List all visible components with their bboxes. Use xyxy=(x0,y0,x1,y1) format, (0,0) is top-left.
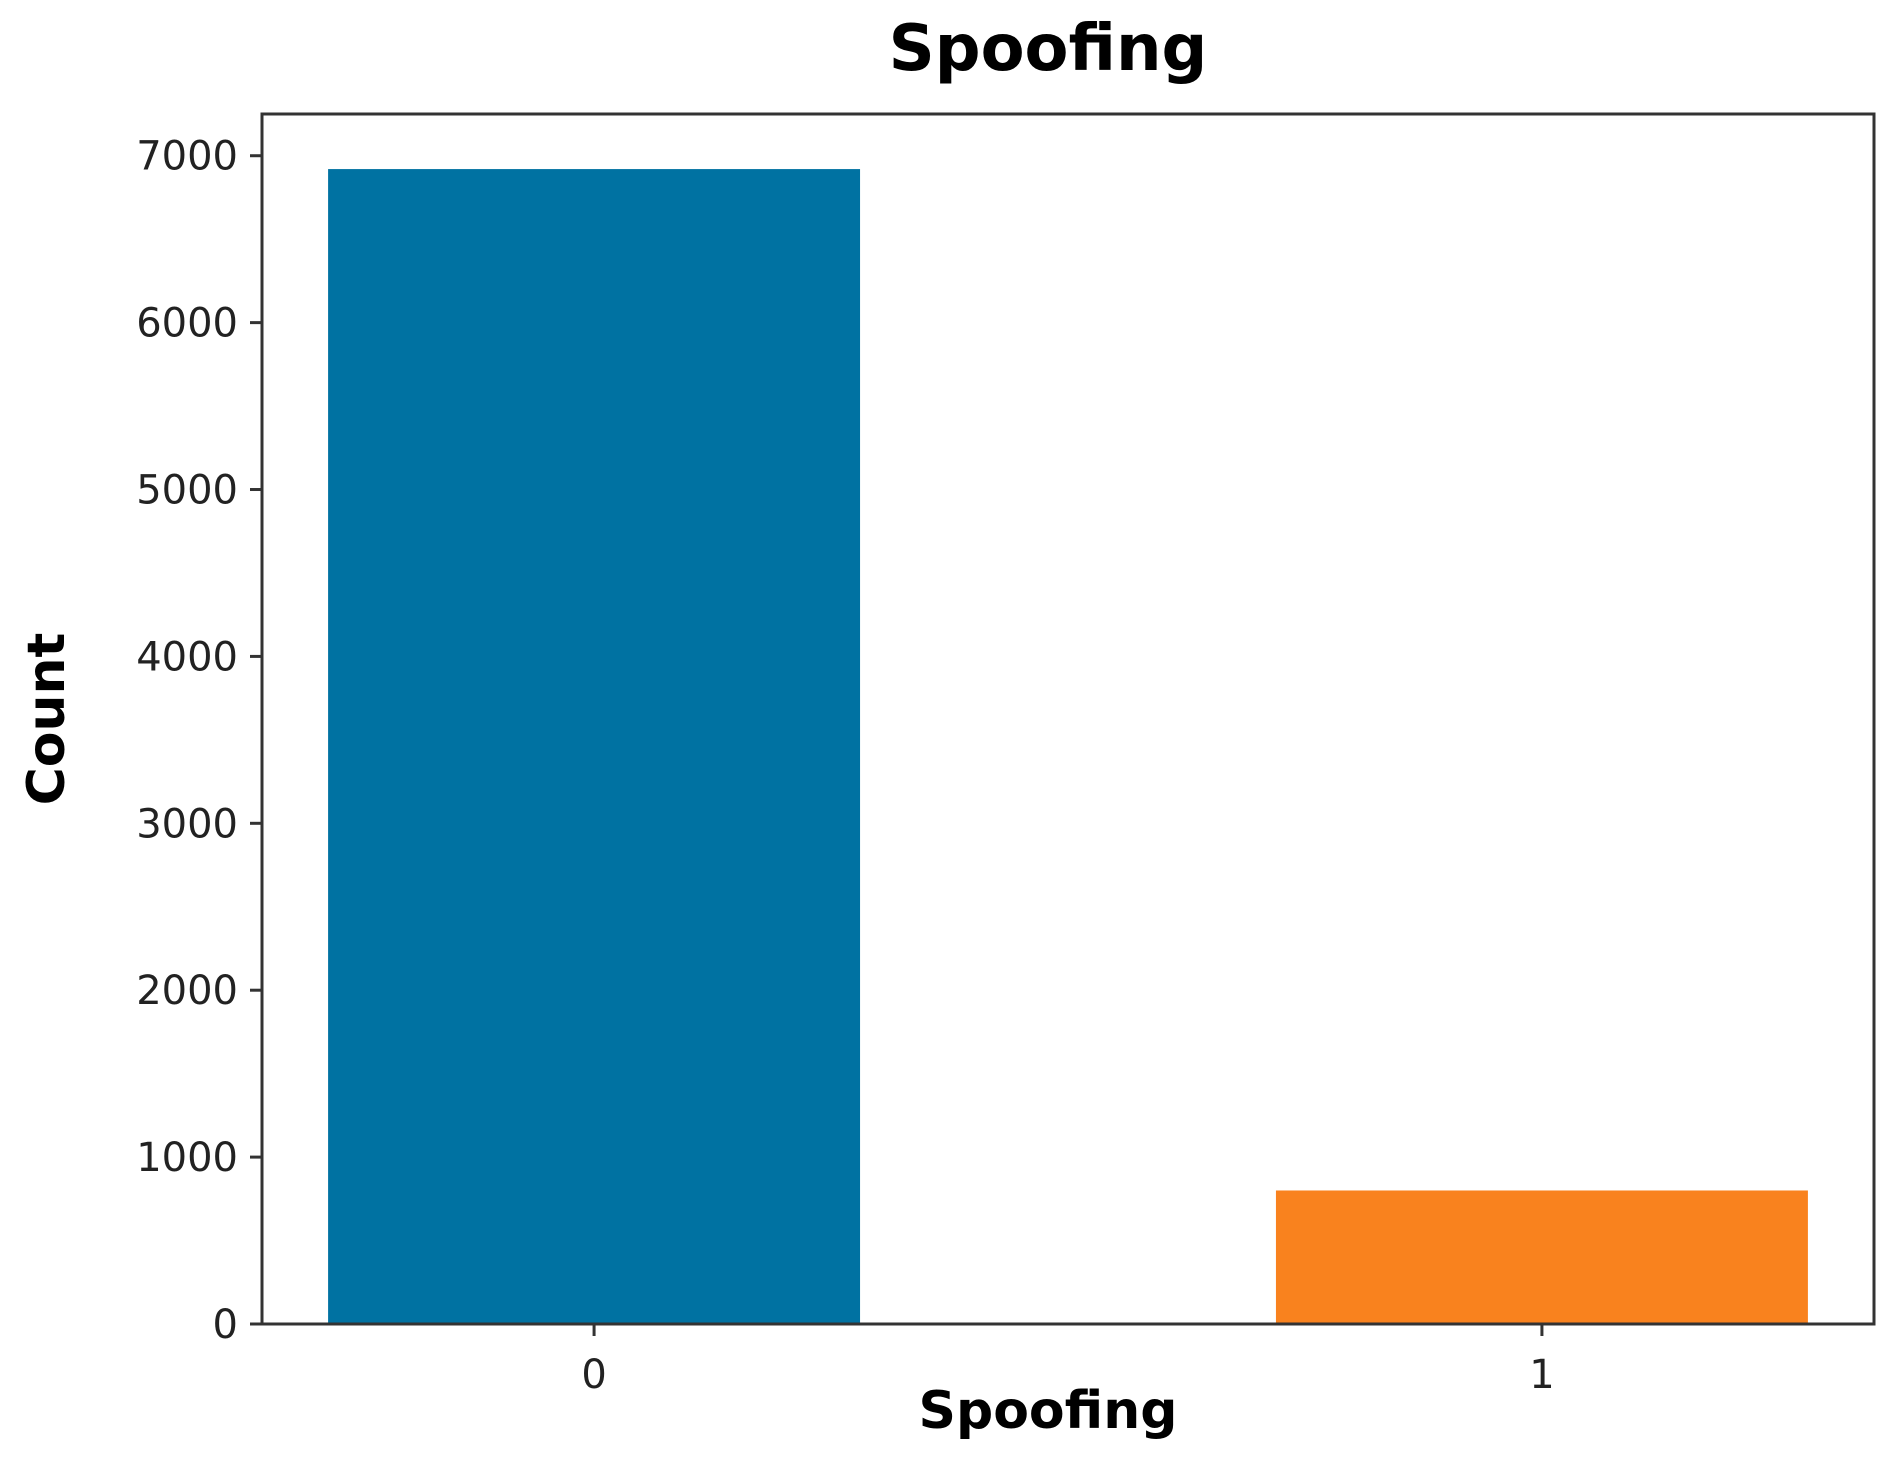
y-tick-label: 1000 xyxy=(136,1135,238,1181)
y-tick-label: 2000 xyxy=(136,968,238,1014)
bar-1 xyxy=(1275,1190,1808,1324)
y-tick-label: 4000 xyxy=(136,634,238,680)
bars-group xyxy=(328,169,1808,1324)
y-tick-label: 6000 xyxy=(136,301,238,347)
y-tick-label: 0 xyxy=(213,1302,238,1348)
y-tick-label: 5000 xyxy=(136,468,238,514)
x-tick-label: 1 xyxy=(1529,1352,1554,1398)
y-axis-label: Count xyxy=(17,633,77,806)
chart-title: Spoofing xyxy=(889,12,1208,86)
bar-0 xyxy=(328,169,861,1324)
plot-frame xyxy=(260,112,1876,1326)
y-axis-ticks: 0 1000 2000 3000 4000 5000 6000 7000 xyxy=(136,134,262,1348)
x-tick-label: 0 xyxy=(581,1352,606,1398)
y-tick-label: 7000 xyxy=(136,134,238,180)
x-axis-label: Spoofing xyxy=(919,1381,1178,1441)
y-tick-label: 3000 xyxy=(136,801,238,847)
